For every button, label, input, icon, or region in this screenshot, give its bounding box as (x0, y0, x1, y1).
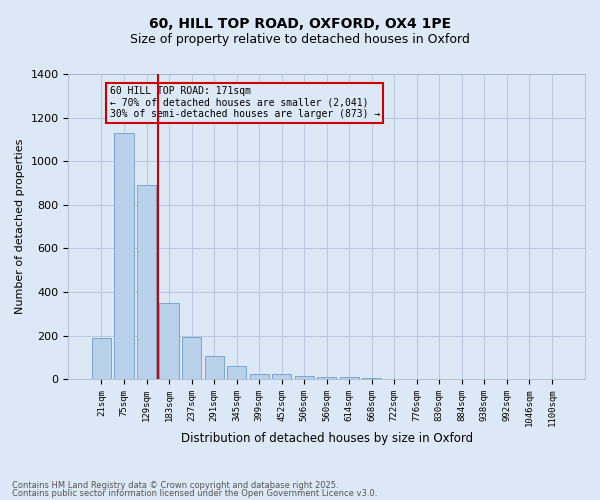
Bar (160, 303, 179, 379)
Bar (362, 378, 382, 379)
Bar (295, 376, 314, 379)
Bar (317, 378, 336, 379)
Text: Size of property relative to detached houses in Oxford: Size of property relative to detached ho… (130, 32, 470, 46)
Bar (92, 338, 111, 379)
Bar (272, 374, 291, 379)
Text: 60, HILL TOP ROAD, OXFORD, OX4 1PE: 60, HILL TOP ROAD, OXFORD, OX4 1PE (149, 18, 451, 32)
Bar (250, 374, 269, 379)
Bar (115, 133, 134, 379)
Bar (340, 377, 359, 379)
Bar (205, 356, 224, 379)
Text: Contains public sector information licensed under the Open Government Licence v3: Contains public sector information licen… (12, 489, 377, 498)
Y-axis label: Number of detached properties: Number of detached properties (15, 139, 25, 314)
Text: Contains HM Land Registry data © Crown copyright and database right 2025.: Contains HM Land Registry data © Crown c… (12, 480, 338, 490)
Bar (182, 336, 201, 379)
Bar (227, 366, 246, 379)
X-axis label: Distribution of detached houses by size in Oxford: Distribution of detached houses by size … (181, 432, 473, 445)
Text: 60 HILL TOP ROAD: 171sqm
← 70% of detached houses are smaller (2,041)
30% of sem: 60 HILL TOP ROAD: 171sqm ← 70% of detach… (110, 86, 380, 120)
Bar (137, 185, 156, 379)
